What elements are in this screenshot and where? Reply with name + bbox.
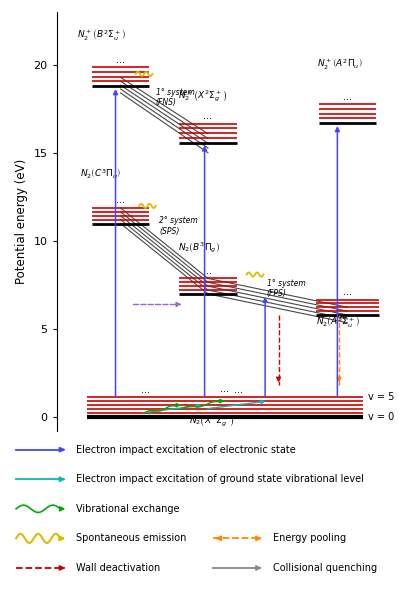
Text: 2° system
(SPS): 2° system (SPS) bbox=[159, 216, 198, 236]
Text: v = 5: v = 5 bbox=[368, 392, 394, 402]
Text: ...: ... bbox=[141, 384, 150, 395]
Text: $N_2^+\left(A^2\Pi_u\right)$: $N_2^+\left(A^2\Pi_u\right)$ bbox=[317, 56, 363, 71]
Text: ...: ... bbox=[343, 287, 352, 297]
Text: Spontaneous emission: Spontaneous emission bbox=[76, 533, 187, 543]
Text: $N_2\left(X^1\Sigma_g^+\right)$: $N_2\left(X^1\Sigma_g^+\right)$ bbox=[189, 413, 234, 429]
Text: $N_2\left(A^3\Sigma_u^+\right)$: $N_2\left(A^3\Sigma_u^+\right)$ bbox=[315, 314, 360, 329]
Text: Energy pooling: Energy pooling bbox=[273, 533, 346, 543]
Text: ...: ... bbox=[116, 55, 125, 65]
Text: $N_2\left(B^3\Pi_g\right)$: $N_2\left(B^3\Pi_g\right)$ bbox=[178, 241, 220, 255]
Text: $N_2\left(C^3\Pi_u\right)$: $N_2\left(C^3\Pi_u\right)$ bbox=[80, 166, 122, 179]
Text: Vibrational exchange: Vibrational exchange bbox=[76, 504, 180, 514]
Text: v = 0: v = 0 bbox=[368, 412, 394, 422]
Y-axis label: Potential energy (eV): Potential energy (eV) bbox=[15, 159, 28, 285]
Text: $N_2^+\left(X^2\Sigma_g^+\right)$: $N_2^+\left(X^2\Sigma_g^+\right)$ bbox=[178, 88, 227, 104]
Text: 1° system
(FPS): 1° system (FPS) bbox=[267, 279, 305, 298]
Text: ...: ... bbox=[203, 111, 213, 121]
Text: 1° system
(FNS): 1° system (FNS) bbox=[156, 88, 195, 107]
Text: $N_2^+\left(B^2\Sigma_u^+\right)$: $N_2^+\left(B^2\Sigma_u^+\right)$ bbox=[77, 27, 126, 43]
Text: ...: ... bbox=[203, 265, 213, 276]
Text: ...: ... bbox=[234, 384, 243, 395]
Text: ...: ... bbox=[116, 195, 125, 205]
Text: Wall deactivation: Wall deactivation bbox=[76, 563, 160, 573]
Text: Collisional quenching: Collisional quenching bbox=[273, 563, 377, 573]
Text: ...: ... bbox=[343, 92, 352, 102]
Text: Electron impact excitation of electronic state: Electron impact excitation of electronic… bbox=[76, 445, 296, 455]
Text: ...: ... bbox=[220, 384, 229, 394]
Text: Electron impact excitation of ground state vibrational level: Electron impact excitation of ground sta… bbox=[76, 474, 364, 484]
